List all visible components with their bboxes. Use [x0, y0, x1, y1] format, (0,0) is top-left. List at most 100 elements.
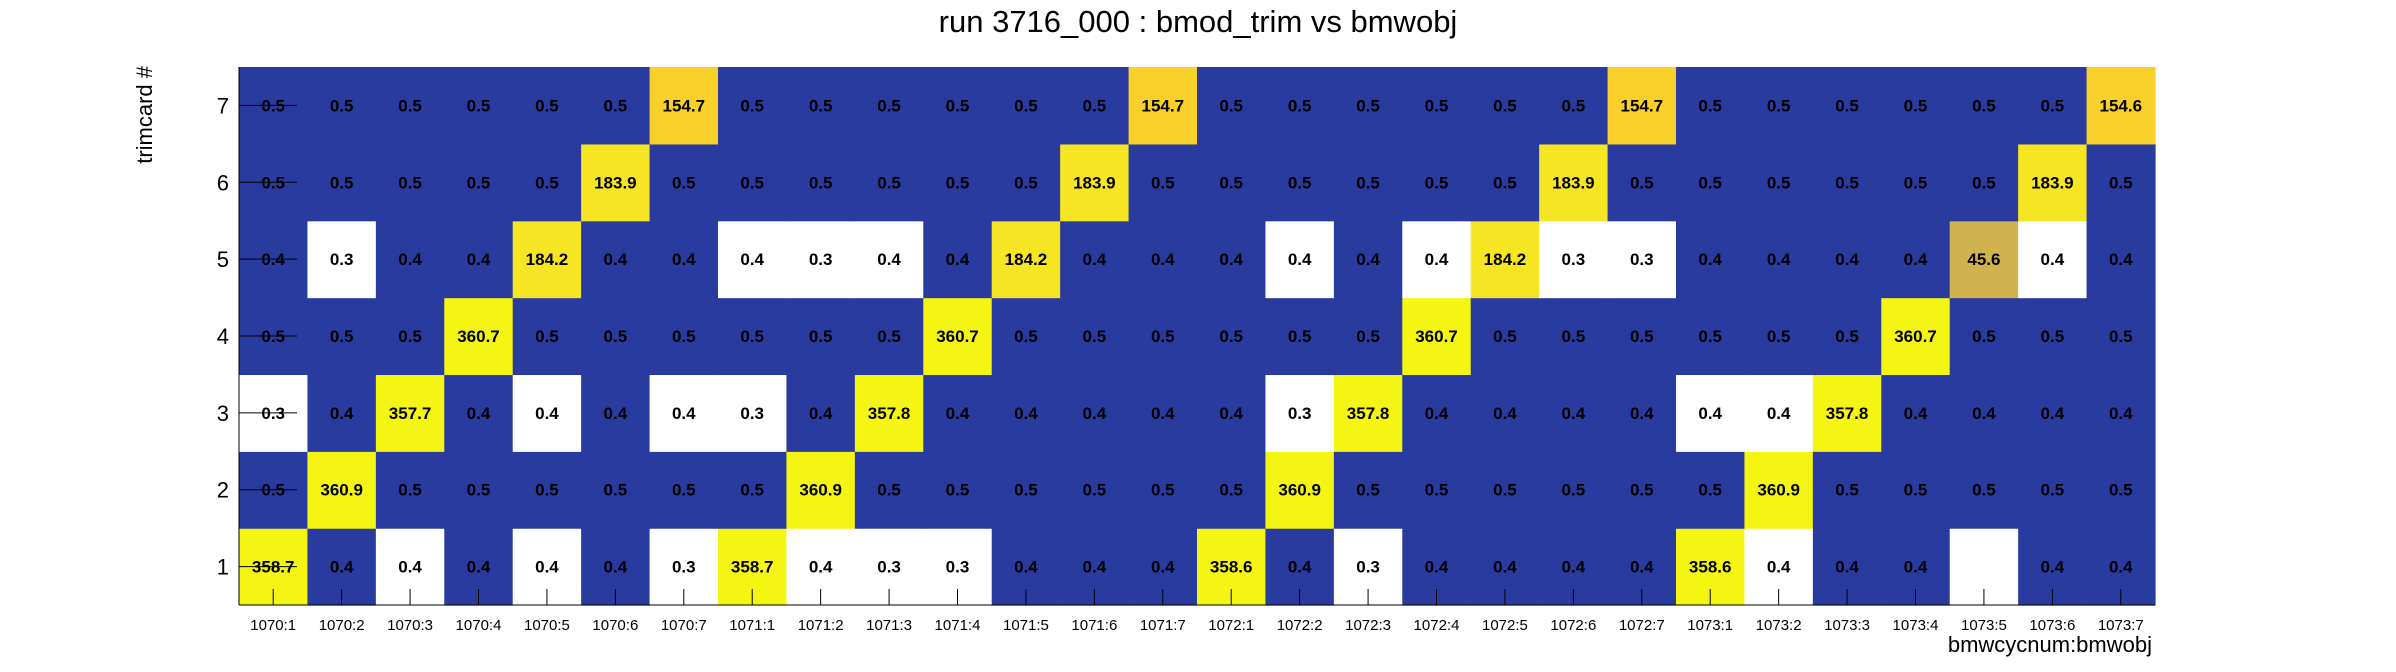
cell-value-label: 0.5 [946, 173, 970, 192]
cell-value-label: 0.5 [467, 173, 491, 192]
heatmap-cell [923, 143, 993, 222]
cell-value-label: 357.8 [1826, 404, 1869, 423]
heatmap-cell [444, 374, 514, 452]
heatmap-cell [1333, 297, 1403, 376]
cell-value-label: 0.5 [1562, 327, 1586, 346]
cell-value-label: 0.5 [1151, 327, 1175, 346]
heatmap-cell [1265, 220, 1335, 299]
heatmap-cell [2018, 297, 2088, 376]
cell-value-label: 0.5 [604, 327, 628, 346]
x-tick-label: 1072:4 [1414, 617, 1460, 634]
cell-value-label: 0.4 [1904, 404, 1928, 423]
heatmap-cell [1060, 451, 1130, 529]
heatmap-cell [1402, 67, 1472, 145]
heatmap-cell [1265, 297, 1335, 376]
cell-value-label: 358.6 [1689, 558, 1732, 577]
x-tick-label: 1070:4 [456, 617, 502, 634]
heatmap-cell [786, 143, 856, 222]
heatmap-cell [649, 451, 719, 529]
cell-value-label: 0.4 [1835, 558, 1859, 577]
cell-value-label: 0.4 [398, 250, 422, 269]
cell-value-label: 360.7 [1415, 327, 1458, 346]
heatmap-cell [581, 220, 651, 299]
cell-value-label: 0.5 [1904, 481, 1928, 500]
cell-value-label: 0.3 [946, 558, 970, 577]
cell-value-label: 183.9 [1073, 173, 1116, 192]
cell-value-label: 0.5 [1698, 327, 1722, 346]
heatmap-cell [1607, 143, 1677, 222]
heatmap-cell [1470, 297, 1540, 376]
cell-value-label: 358.7 [731, 558, 774, 577]
cell-value-label: 0.5 [1630, 481, 1654, 500]
cell-value-label: 0.5 [1493, 327, 1517, 346]
cell-value-label: 0.5 [1972, 327, 1996, 346]
cell-value-label: 0.5 [330, 96, 354, 115]
cell-value-label: 0.3 [1288, 404, 1312, 423]
cell-value-label: 0.4 [809, 404, 833, 423]
cell-value-label: 0.4 [330, 558, 354, 577]
cell-value-label: 0.4 [2109, 404, 2133, 423]
heatmap-cell [786, 451, 856, 529]
heatmap-cell [1539, 451, 1609, 529]
x-tick-label: 1070:1 [250, 617, 296, 634]
cell-value-label: 0.5 [1356, 481, 1380, 500]
heatmap-cell [307, 297, 377, 376]
cell-value-label: 0.5 [1972, 173, 1996, 192]
heatmap-cell [854, 67, 924, 145]
heatmap-cell [444, 220, 514, 299]
heatmap-cell [1060, 374, 1130, 452]
cell-value-label: 0.5 [1562, 96, 1586, 115]
heatmap-cell [1744, 374, 1814, 452]
x-tick-label: 1070:7 [661, 617, 707, 634]
cell-value-label: 0.5 [877, 96, 901, 115]
cell-value-label: 0.5 [809, 96, 833, 115]
heatmap-cell [1128, 67, 1198, 145]
heatmap-cell [991, 67, 1061, 145]
cell-value-label: 0.5 [809, 327, 833, 346]
heatmap-cell [2086, 374, 2156, 452]
cell-value-label: 0.4 [1219, 250, 1243, 269]
heatmap-cell [375, 374, 445, 452]
cell-value-label: 0.5 [1356, 173, 1380, 192]
cell-value-label: 0.5 [398, 327, 422, 346]
x-tick-label: 1072:5 [1482, 617, 1528, 634]
cell-value-label: 0.5 [1083, 481, 1107, 500]
cell-value-label: 357.7 [389, 404, 432, 423]
cell-value-label: 0.4 [604, 250, 628, 269]
heatmap-cell [1197, 297, 1267, 376]
x-tick-label: 1073:4 [1893, 617, 1939, 634]
cell-value-label: 0.5 [1083, 96, 1107, 115]
cell-value-label: 0.4 [740, 250, 764, 269]
cell-value-label: 0.5 [535, 481, 559, 500]
heatmap-cell [2018, 220, 2088, 299]
heatmap-cell [1060, 297, 1130, 376]
x-tick-label: 1071:6 [1071, 617, 1117, 634]
heatmap-cell [2086, 297, 2156, 376]
cell-value-label: 0.4 [1425, 250, 1449, 269]
cell-value-label: 0.5 [877, 173, 901, 192]
x-tick-label: 1073:2 [1756, 617, 1802, 634]
cell-value-label: 0.4 [946, 250, 970, 269]
cell-value-label: 0.5 [1288, 96, 1312, 115]
cell-value-label: 358.6 [1210, 558, 1253, 577]
cell-value-label: 0.3 [809, 250, 833, 269]
y-axis-label: trimcard # [132, 65, 157, 164]
heatmap-cells [239, 67, 2156, 606]
heatmap-cell [923, 220, 993, 299]
heatmap-cell [786, 374, 856, 452]
heatmap-cell [1676, 374, 1746, 452]
cell-value-label: 0.4 [604, 558, 628, 577]
cell-value-label: 0.4 [1767, 558, 1791, 577]
cell-value-label: 0.5 [1014, 481, 1038, 500]
cell-value-label: 360.7 [457, 327, 500, 346]
heatmap-cell [1676, 297, 1746, 376]
x-tick-label: 1072:7 [1619, 617, 1665, 634]
heatmap-cell [649, 374, 719, 452]
heatmap-cell [718, 143, 788, 222]
cell-value-label: 0.3 [330, 250, 354, 269]
heatmap-cell [1881, 143, 1951, 222]
cell-value-label: 0.5 [330, 327, 354, 346]
cell-value-label: 0.5 [946, 96, 970, 115]
heatmap-cell [1402, 374, 1472, 452]
heatmap-cell [2086, 143, 2156, 222]
